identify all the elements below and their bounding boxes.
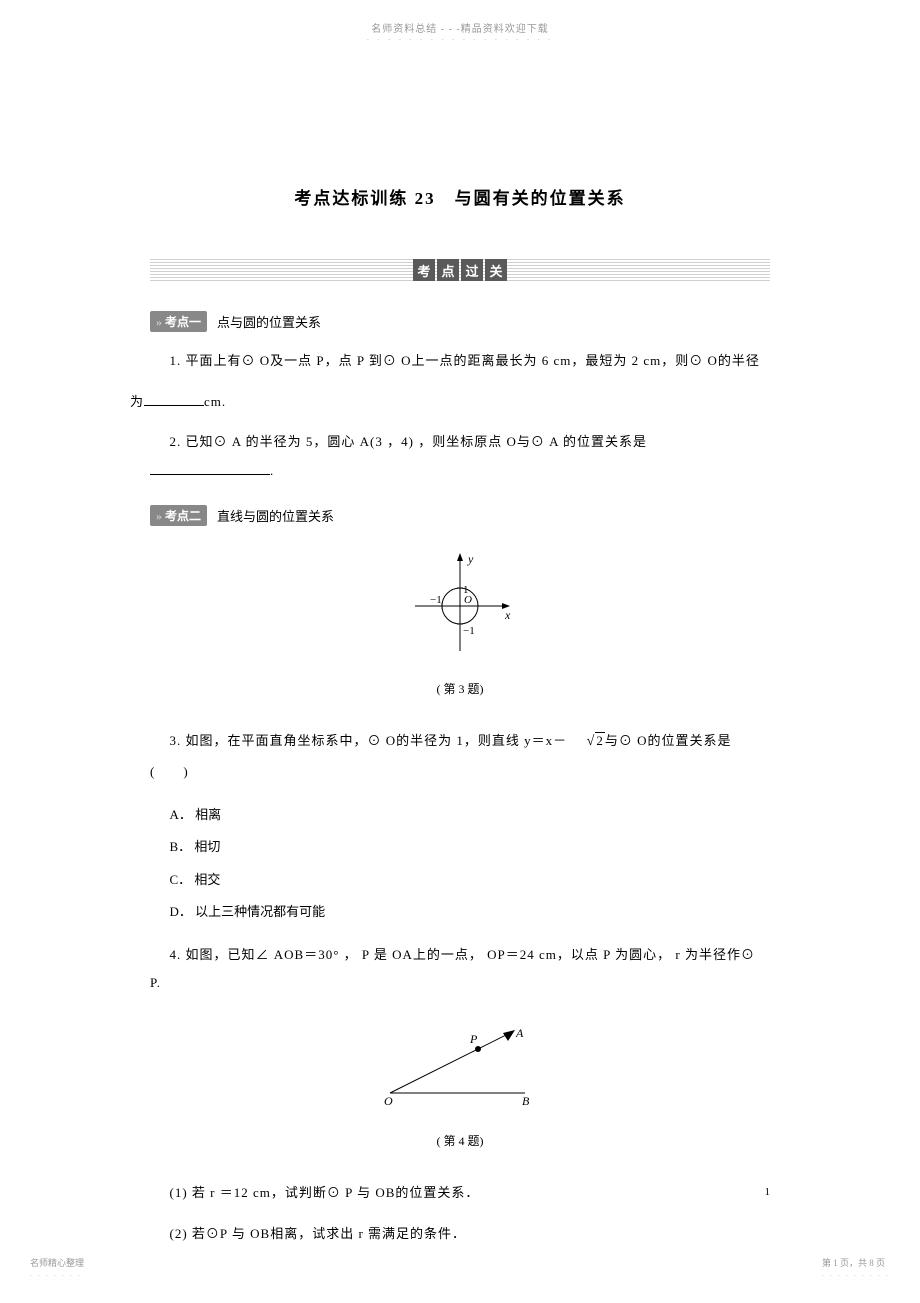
kaodian-2: 考点二 直线与圆的位置关系 <box>150 505 770 526</box>
kaodian-2-title: 直线与圆的位置关系 <box>217 506 334 525</box>
banner-char-2: 点 <box>437 259 459 281</box>
footer-left-dots: . . . . . . . <box>30 1269 84 1278</box>
question-1-line2: 为 cm. <box>130 388 770 417</box>
q3-opt-b: B． 相切 <box>170 831 771 864</box>
q2-blank <box>150 461 270 475</box>
figure-3-caption: ( 第 3 题) <box>150 680 770 697</box>
question-4-sub1: (1) 若 r ＝12 cm，试判断⊙ P 与 OB的位置关系． <box>150 1179 770 1208</box>
question-1-line1: 1. 平面上有⊙ O及一点 P，点 P 到⊙ O上一点的距离最长为 6 cm，最… <box>150 347 770 376</box>
page-title: 考点达标训练 23 与圆有关的位置关系 <box>150 184 770 209</box>
main-content: 考点达标训练 23 与圆有关的位置关系 考 点 过 关 考点一 点与圆的位置关系… <box>0 184 920 1248</box>
section-banner: 考 点 过 关 <box>150 259 770 281</box>
figure-4: O A B P <box>150 1023 770 1117</box>
svg-text:1: 1 <box>463 584 469 596</box>
question-3: 3. 如图，在平面直角坐标系中，⊙ O的半径为 1，则直线 y＝x－2与⊙ O的… <box>150 727 770 786</box>
q3-sqrt: 2 <box>595 732 605 748</box>
q3-options: A． 相离 B． 相切 C． 相交 D． 以上三种情况都有可能 <box>170 799 771 929</box>
page-number: 1 <box>765 1186 771 1198</box>
kaodian-1-title: 点与圆的位置关系 <box>217 312 321 331</box>
banner-label: 考 点 过 关 <box>413 259 507 281</box>
question-4-sub2: (2) 若⊙P 与 OB相离，试求出 r 需满足的条件． <box>150 1220 770 1249</box>
figure-4-svg: O A B P <box>370 1023 550 1113</box>
kaodian-1-tag: 考点一 <box>150 311 207 332</box>
footer-left-text: 名师精心整理 <box>30 1256 84 1269</box>
sqrt-icon: 2 <box>567 727 605 758</box>
q1-text-b: 为 <box>130 394 144 409</box>
q1-blank <box>144 392 204 406</box>
q3-text-a: 3. 如图，在平面直角坐标系中，⊙ O的半径为 1，则直线 y＝x－ <box>170 733 568 748</box>
footer-left: 名师精心整理 . . . . . . . <box>30 1256 84 1278</box>
svg-text:O: O <box>384 1094 393 1108</box>
svg-text:x: x <box>504 608 511 622</box>
q2-text-a: 2. 已知⊙ A 的半径为 5，圆心 A(3 ，4) ，则坐标原点 O与⊙ A … <box>170 434 648 449</box>
svg-text:B: B <box>522 1094 530 1108</box>
banner-char-1: 考 <box>413 259 435 281</box>
page-top-header: 名师资料总结 - - -精品资料欢迎下载 <box>0 0 920 35</box>
footer-right: 第 1 页，共 8 页 . . . . . . . . . <box>822 1256 890 1278</box>
svg-text:A: A <box>515 1026 524 1040</box>
figure-3: y x O −1 −1 1 <box>150 551 770 665</box>
kaodian-1: 考点一 点与圆的位置关系 <box>150 311 770 332</box>
footer-right-text: 第 1 页，共 8 页 <box>822 1256 890 1269</box>
footer-right-dots: . . . . . . . . . <box>822 1269 890 1278</box>
banner-char-4: 关 <box>485 259 507 281</box>
svg-text:−1: −1 <box>463 625 475 637</box>
q2-text-b: . <box>270 463 274 478</box>
figure-4-caption: ( 第 4 题) <box>150 1132 770 1149</box>
question-4: 4. 如图，已知∠ AOB＝30° ， P 是 OA上的一点， OP＝24 cm… <box>150 941 770 998</box>
figure-3-svg: y x O −1 −1 1 <box>400 551 520 661</box>
page-top-dots: - - - - - - - - - - - - - - - - - - <box>0 35 920 44</box>
svg-text:y: y <box>467 552 474 566</box>
question-2: 2. 已知⊙ A 的半径为 5，圆心 A(3 ，4) ，则坐标原点 O与⊙ A … <box>150 428 770 485</box>
kaodian-2-tag: 考点二 <box>150 505 207 526</box>
q1-text-c: cm. <box>204 394 226 409</box>
q3-opt-c: C． 相交 <box>170 864 771 897</box>
banner-char-3: 过 <box>461 259 483 281</box>
q3-opt-d: D． 以上三种情况都有可能 <box>170 896 771 929</box>
svg-text:P: P <box>469 1032 478 1046</box>
svg-text:−1: −1 <box>430 594 442 606</box>
q3-opt-a: A． 相离 <box>170 799 771 832</box>
